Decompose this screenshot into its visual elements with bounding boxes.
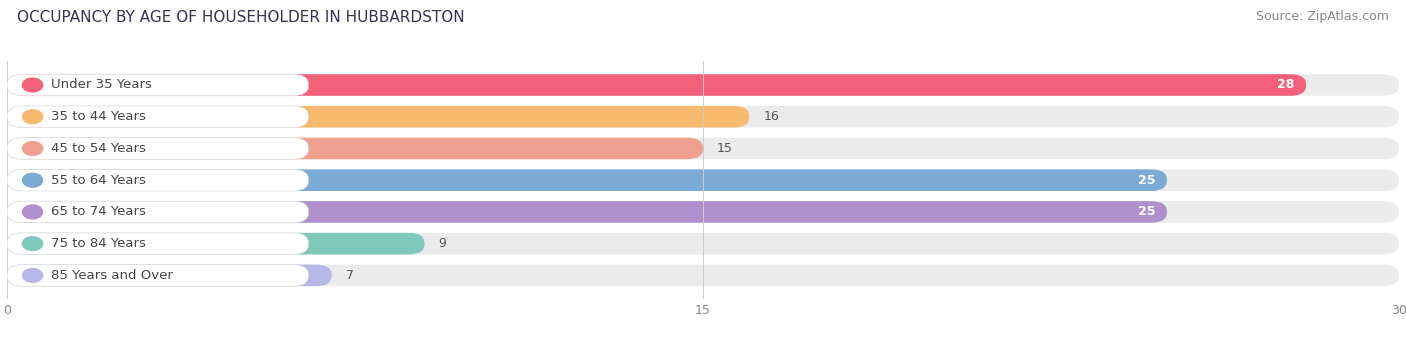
Text: 55 to 64 Years: 55 to 64 Years (51, 174, 146, 187)
FancyBboxPatch shape (7, 106, 309, 128)
FancyBboxPatch shape (7, 74, 1399, 96)
Text: 65 to 74 Years: 65 to 74 Years (51, 205, 146, 218)
FancyBboxPatch shape (7, 138, 703, 159)
FancyBboxPatch shape (7, 233, 425, 254)
Text: 7: 7 (346, 269, 354, 282)
FancyBboxPatch shape (7, 265, 332, 286)
Text: Source: ZipAtlas.com: Source: ZipAtlas.com (1256, 10, 1389, 23)
Text: 28: 28 (1277, 79, 1295, 91)
Circle shape (22, 205, 42, 219)
FancyBboxPatch shape (7, 169, 1167, 191)
Text: 75 to 84 Years: 75 to 84 Years (51, 237, 146, 250)
Circle shape (22, 269, 42, 282)
FancyBboxPatch shape (7, 265, 1399, 286)
FancyBboxPatch shape (7, 74, 309, 96)
Text: Under 35 Years: Under 35 Years (51, 79, 152, 91)
Text: 16: 16 (763, 110, 779, 123)
FancyBboxPatch shape (7, 201, 309, 223)
FancyBboxPatch shape (7, 169, 1399, 191)
Text: OCCUPANCY BY AGE OF HOUSEHOLDER IN HUBBARDSTON: OCCUPANCY BY AGE OF HOUSEHOLDER IN HUBBA… (17, 10, 464, 25)
Circle shape (22, 110, 42, 124)
Text: 25: 25 (1137, 205, 1156, 218)
Text: 15: 15 (717, 142, 733, 155)
FancyBboxPatch shape (7, 138, 309, 159)
FancyBboxPatch shape (7, 233, 309, 254)
FancyBboxPatch shape (7, 74, 1306, 96)
FancyBboxPatch shape (7, 106, 749, 128)
Text: 85 Years and Over: 85 Years and Over (51, 269, 173, 282)
Text: 45 to 54 Years: 45 to 54 Years (51, 142, 146, 155)
FancyBboxPatch shape (7, 233, 1399, 254)
Text: 25: 25 (1137, 174, 1156, 187)
Text: 35 to 44 Years: 35 to 44 Years (51, 110, 146, 123)
Text: 9: 9 (439, 237, 447, 250)
FancyBboxPatch shape (7, 201, 1399, 223)
FancyBboxPatch shape (7, 169, 309, 191)
FancyBboxPatch shape (7, 201, 1167, 223)
FancyBboxPatch shape (7, 138, 1399, 159)
FancyBboxPatch shape (7, 106, 1399, 128)
Circle shape (22, 173, 42, 187)
Circle shape (22, 141, 42, 155)
Circle shape (22, 78, 42, 92)
Circle shape (22, 237, 42, 251)
FancyBboxPatch shape (7, 265, 309, 286)
